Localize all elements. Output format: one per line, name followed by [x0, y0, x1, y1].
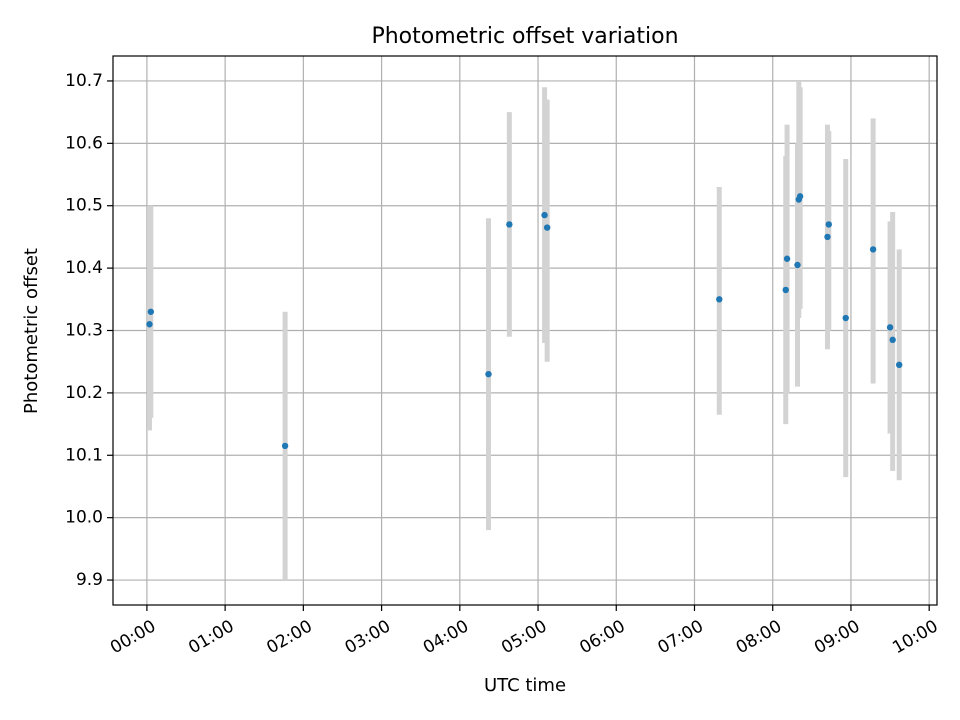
data-point — [716, 296, 723, 303]
data-point — [825, 221, 832, 228]
data-point — [281, 442, 289, 450]
data-point — [794, 261, 801, 269]
y-tick-label: 10.4 — [65, 258, 103, 278]
data-point — [796, 193, 804, 200]
y-tick-label: 10.0 — [65, 508, 103, 528]
data-point — [146, 321, 153, 328]
chart-title: Photometric offset variation — [371, 24, 678, 49]
data-point — [506, 221, 513, 228]
data-point — [541, 211, 548, 219]
data-point — [824, 233, 831, 241]
data-points — [146, 193, 903, 450]
data-point — [889, 336, 896, 344]
data-point — [485, 370, 492, 378]
y-tick-label: 10.1 — [65, 445, 103, 465]
y-tick-label: 10.6 — [65, 133, 103, 153]
grid — [113, 56, 937, 605]
y-tick-label: 10.2 — [65, 383, 103, 403]
data-point — [842, 314, 849, 322]
y-tick-label: 10.3 — [65, 321, 103, 341]
data-point — [782, 286, 789, 294]
y-tick-label: 10.5 — [65, 196, 103, 216]
y-tick-label: 10.7 — [65, 71, 103, 91]
y-tick-label: 9.9 — [76, 570, 103, 590]
data-point — [869, 246, 877, 253]
y-axis-label: Photometric offset — [21, 248, 42, 414]
x-axis-label: UTC time — [484, 675, 566, 696]
data-point — [543, 224, 551, 231]
data-point — [147, 308, 155, 315]
data-point — [783, 255, 791, 262]
data-point — [895, 361, 903, 369]
data-point — [886, 324, 894, 331]
y-axis-ticks: 9.9 10.0 10.1 10.2 10.3 10.4 10.5 10.6 10.7 — [65, 71, 113, 590]
